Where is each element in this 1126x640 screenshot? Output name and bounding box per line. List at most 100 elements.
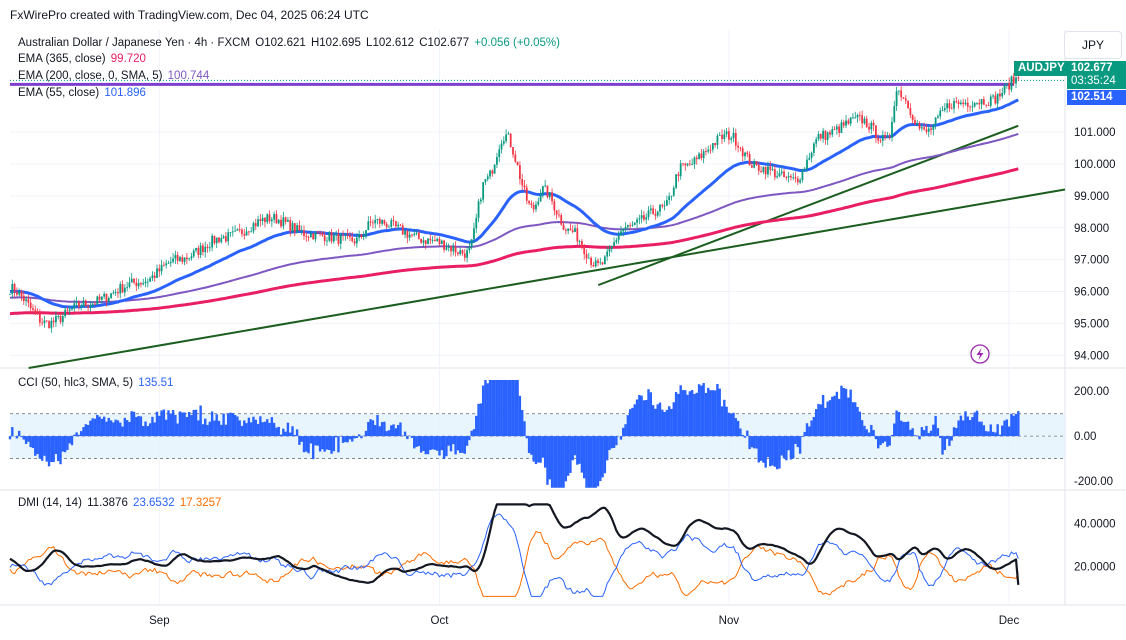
candle-body [920,127,923,129]
candle-body [436,238,439,241]
candle-body [75,301,78,304]
candle-body [1015,77,1017,84]
cci-bar [769,436,772,467]
cci-bar [808,426,811,437]
candle-body [691,164,694,165]
close-value: C102.677 [419,37,470,49]
candle-body [523,185,526,188]
cci-bar [546,436,549,485]
candle-body [493,164,496,174]
candle-body [705,151,707,152]
lightning-icon [970,344,990,364]
ema200-legend[interactable]: EMA (200, close, 0, SMA, 5) 100.744 [18,70,211,82]
cci-bar [638,394,641,437]
candle-body [165,263,168,266]
candle-body [169,261,172,264]
cci-bar [119,422,122,437]
ema200-value: 100.744 [167,70,210,82]
candle-body [261,217,264,222]
cci-bar [160,410,163,437]
cci-bar [429,436,432,451]
candle-body [208,247,211,249]
price-tick-label: 95.000 [1074,318,1109,330]
cci-bar [578,436,581,464]
candle-body [551,192,553,202]
cci-bar [1014,413,1018,437]
cci-bar [284,431,287,437]
cci-bar [899,420,903,437]
cci-bar [387,430,391,437]
candle-body [631,224,634,226]
candle-body [381,219,383,224]
cci-bar [45,436,48,462]
cci-bar [727,412,731,437]
currency-button[interactable]: JPY [1064,31,1122,59]
candle-body [771,169,774,171]
cci-bar [711,390,715,437]
candle-body [907,100,909,109]
cci-bar [256,423,260,437]
candle-body [82,300,85,307]
candle-body [38,313,41,323]
cci-bar [204,418,207,437]
cci-bar [622,427,625,437]
candle-body [599,262,602,264]
candle-body [61,316,64,323]
cci-bar [736,420,740,437]
candle-body [68,309,71,311]
candle-body [344,234,347,236]
candle-body [289,220,292,232]
dmi-legend[interactable]: DMI (14, 14) 11.3876 23.6532 17.3257 [18,497,223,509]
cci-bar [695,392,698,437]
cci-legend[interactable]: CCI (50, hlc3, SMA, 5) 135.51 [18,377,175,389]
cci-bar [431,436,434,450]
candle-body [247,231,250,233]
candle-body [25,299,27,302]
candle-body [362,235,365,238]
cci-bar [1003,420,1006,437]
countdown-value: 03:35:24 [1071,75,1116,87]
cci-bar [906,421,910,437]
cci-bar [580,436,584,473]
cci-bar [47,436,51,467]
cci-bar [36,436,39,455]
cci-bar [893,423,896,437]
axes: Sep Oct Nov Dec 101.000 100.000 99.000 98.000 97… [149,127,1115,627]
ema55-legend[interactable]: EMA (55, close) 101.896 [18,87,148,99]
adx-value: 11.3876 [87,497,128,509]
cci-bar [778,436,781,469]
cci-bar [886,436,889,447]
cci-bar [102,416,106,437]
candle-body [682,163,684,165]
cci-bar [452,436,455,445]
cci-bar [654,408,657,437]
candle-body [858,114,861,116]
ema365-legend[interactable]: EMA (365, close) 99.720 [18,53,148,65]
x-tick-label: Oct [431,615,450,627]
candle-body [553,201,556,211]
candle-body [838,126,841,133]
candle-body [438,238,441,245]
price-pane[interactable] [9,73,1066,369]
candle-body [225,236,227,242]
cci-bar [902,421,905,437]
cci-bar [1007,426,1011,437]
cci-bar [289,432,292,437]
cci-bar [224,424,228,437]
candle-body [796,178,799,183]
candle-body [505,134,508,142]
candle-body [732,132,735,139]
cci-bar [635,399,639,437]
cci-bar [824,407,827,437]
plus-di-value: 23.6532 [133,497,175,509]
cci-bar [272,422,276,437]
cci-bar [84,424,87,437]
cci-bar [171,410,175,437]
cci-bar [594,436,597,488]
candle-body [562,224,565,230]
cci-bar [709,390,712,437]
candle-body [489,170,491,177]
chart-header: FxWirePro created with TradingView.com, … [10,8,369,22]
candle-body [902,97,905,99]
